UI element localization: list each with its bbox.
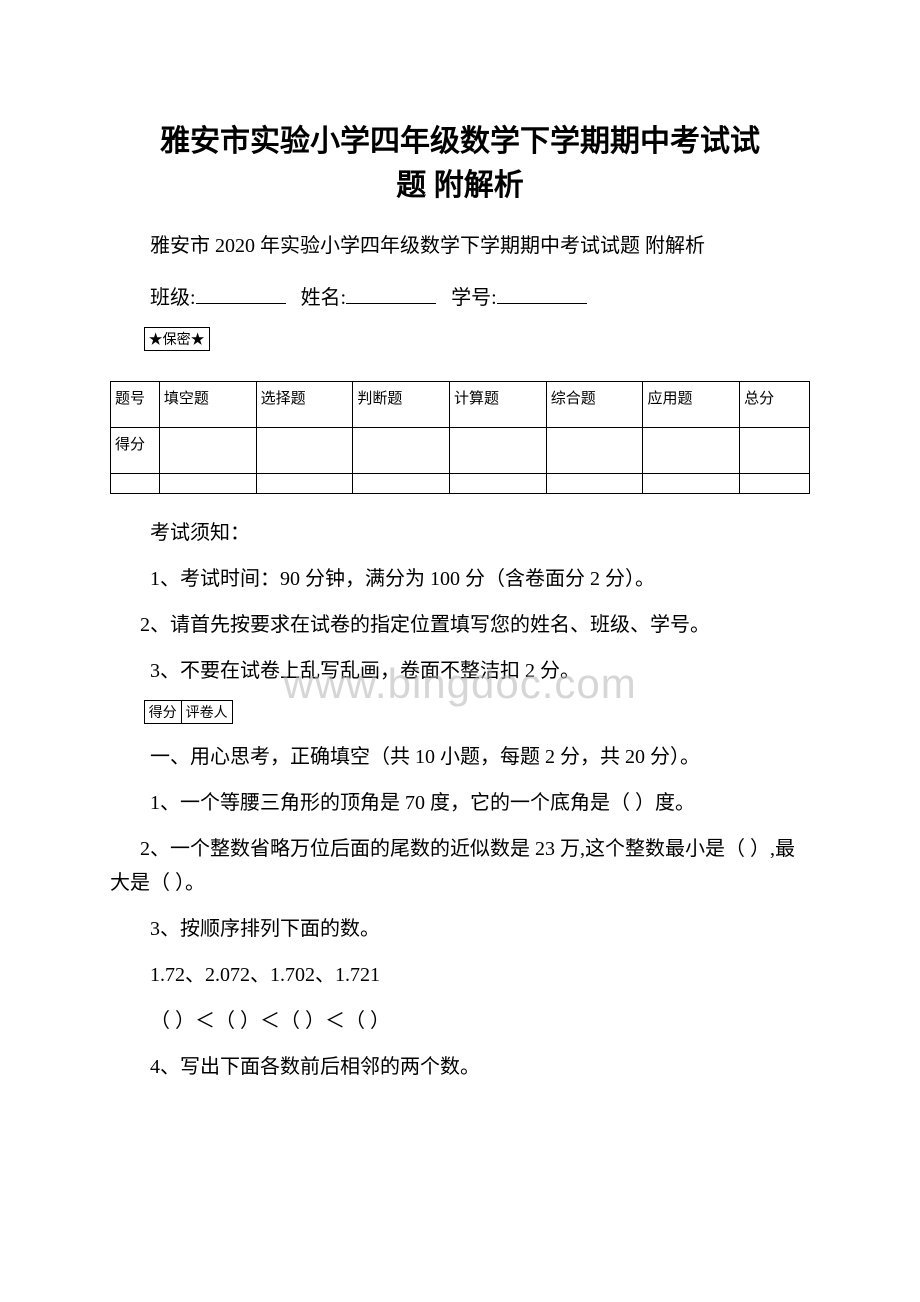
title-line-2: 题 附解析 [396,169,524,202]
score-table-empty-row [111,474,810,494]
notes-title: 考试须知： [110,516,810,550]
question-3a: 3、按顺序排列下面的数。 [110,912,810,946]
empty-cell [353,474,450,494]
document-title: 雅安市实验小学四年级数学下学期期中考试试 题 附解析 [110,120,810,207]
score-cell[interactable] [643,428,740,474]
note-3: 3、不要在试卷上乱写乱画，卷面不整洁扣 2 分。 [110,654,810,688]
score-cell[interactable] [256,428,353,474]
score-cell[interactable] [159,428,256,474]
header-cell: 综合题 [546,382,643,428]
empty-cell [159,474,256,494]
empty-cell [256,474,353,494]
score-table-score-row: 得分 [111,428,810,474]
class-blank[interactable] [196,284,286,304]
student-info-line: 班级: 姓名: 学号: [110,281,810,315]
document-subtitle: 雅安市 2020 年实验小学四年级数学下学期期中考试试题 附解析 [110,229,810,263]
question-2: 2、一个整数省略万位后面的尾数的近似数是 23 万,这个整数最小是（ ）,最大是… [110,832,810,900]
header-cell: 题号 [111,382,160,428]
question-1: 1、一个等腰三角形的顶角是 70 度，它的一个底角是（ ）度。 [110,786,810,820]
score-table: 题号 填空题 选择题 判断题 计算题 综合题 应用题 总分 得分 [110,381,810,494]
grade-table: 得分 评卷人 [144,700,233,724]
score-row-label: 得分 [111,428,160,474]
class-label: 班级: [150,287,196,309]
score-cell[interactable] [740,428,810,474]
score-cell[interactable] [546,428,643,474]
empty-cell [111,474,160,494]
header-cell: 填空题 [159,382,256,428]
question-4: 4、写出下面各数前后相邻的两个数。 [110,1050,810,1084]
note-2-text: 2、请首先按要求在试卷的指定位置填写您的姓名、班级、学号。 [140,614,710,636]
question-2-text: 2、一个整数省略万位后面的尾数的近似数是 23 万,这个整数最小是（ ）,最大是… [110,838,795,894]
header-cell: 选择题 [256,382,353,428]
question-3b: 1.72、2.072、1.702、1.721 [110,958,810,992]
name-blank[interactable] [346,284,436,304]
note-1: 1、考试时间：90 分钟，满分为 100 分（含卷面分 2 分）。 [110,562,810,596]
header-cell: 应用题 [643,382,740,428]
score-table-header-row: 题号 填空题 选择题 判断题 计算题 综合题 应用题 总分 [111,382,810,428]
grade-score-label: 得分 [144,701,181,724]
note-2: 2、请首先按要求在试卷的指定位置填写您的姓名、班级、学号。 [110,608,810,642]
score-cell[interactable] [450,428,547,474]
empty-cell [450,474,547,494]
header-cell: 总分 [740,382,810,428]
empty-cell [740,474,810,494]
id-label: 学号: [451,287,497,309]
question-3c: （ ）＜（ ）＜（ ）＜（ ） [110,1004,810,1038]
secret-badge: ★保密★ [144,327,210,351]
title-line-1: 雅安市实验小学四年级数学下学期期中考试试 [160,125,760,158]
empty-cell [546,474,643,494]
name-label: 姓名: [301,287,347,309]
empty-cell [643,474,740,494]
header-cell: 计算题 [450,382,547,428]
score-cell[interactable] [353,428,450,474]
grade-grader-label: 评卷人 [181,701,232,724]
id-blank[interactable] [497,284,587,304]
section-1-title: 一、用心思考，正确填空（共 10 小题，每题 2 分，共 20 分）。 [110,740,810,774]
header-cell: 判断题 [353,382,450,428]
